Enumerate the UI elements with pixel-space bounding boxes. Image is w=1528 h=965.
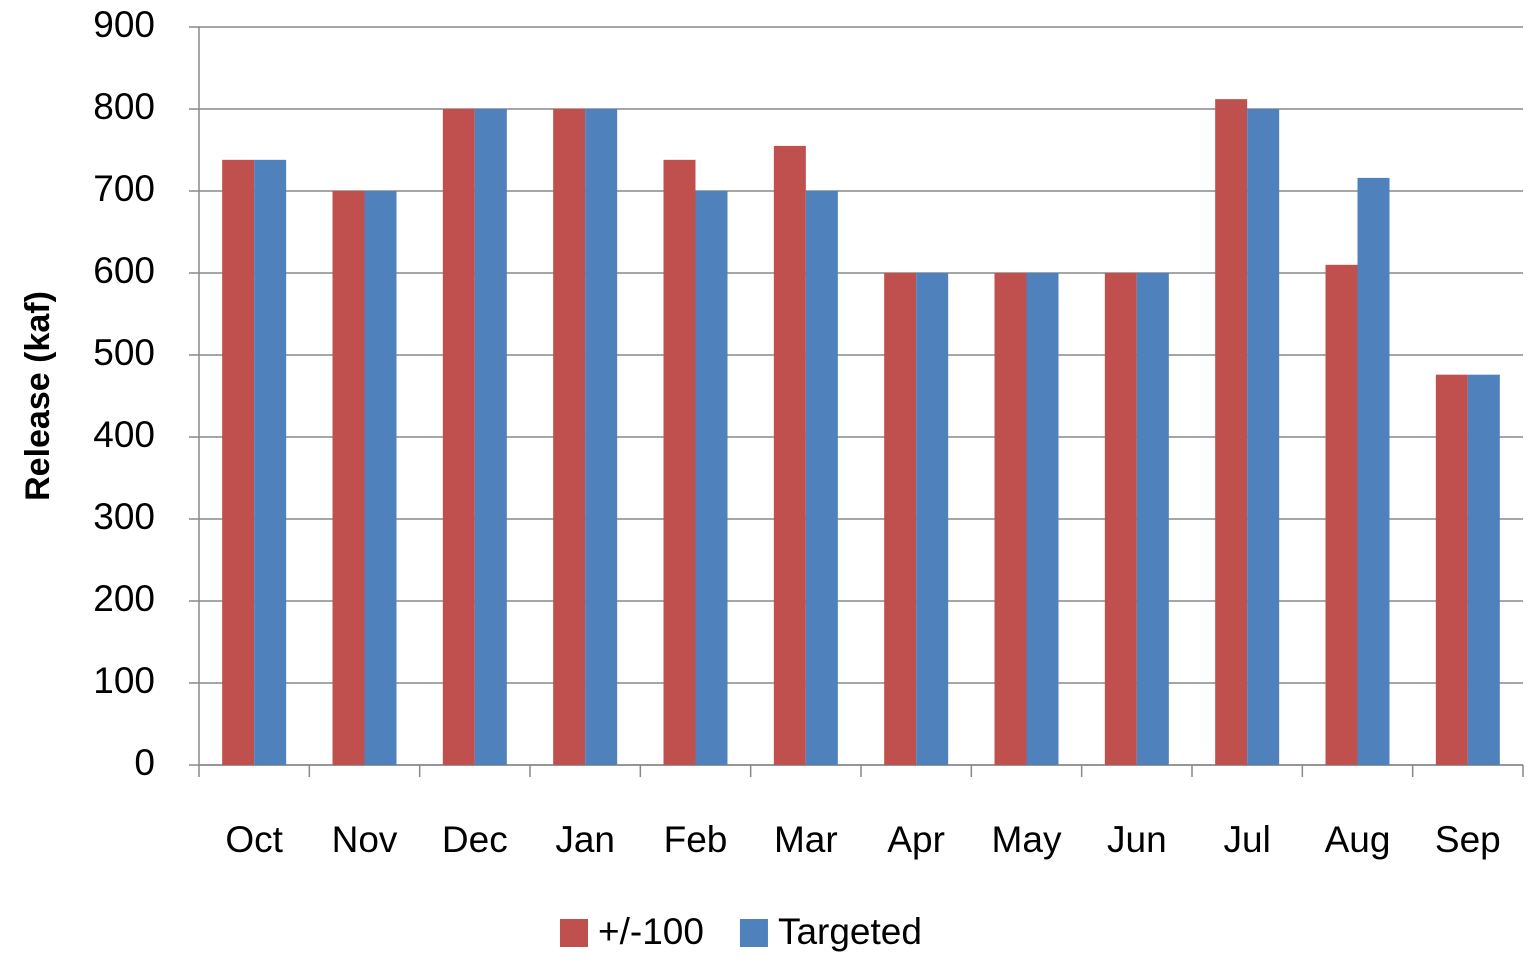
bar [916,273,949,765]
bar [364,191,397,765]
x-tick-label: Aug [1325,819,1391,860]
legend-label: +/-100 [598,911,704,952]
x-tick-label: Oct [225,819,283,860]
x-tick-label: Dec [442,819,508,860]
bar [1247,109,1280,765]
x-tick-label: Feb [664,819,728,860]
y-tick-label: 700 [93,168,155,209]
bar [1136,273,1169,765]
x-tick-label: Apr [887,819,945,860]
bar [805,191,838,765]
y-axis-label: Release (kaf) [19,291,57,501]
y-tick-label: 600 [93,250,155,291]
bar [994,273,1027,765]
y-tick-label: 800 [93,86,155,127]
legend-label: Targeted [778,911,922,952]
bar [474,109,507,765]
bar [1435,374,1468,765]
bar [1215,99,1248,765]
bar [884,273,917,765]
y-tick-label: 200 [93,578,155,619]
x-tick-label: Sep [1435,819,1501,860]
y-tick-label: 300 [93,496,155,537]
legend-swatch [739,919,768,947]
y-tick-label: 400 [93,414,155,455]
x-tick-label: May [992,819,1062,860]
bar [1026,273,1059,765]
bar [553,109,586,765]
bar [695,191,728,765]
bar [254,159,287,766]
bar [442,109,475,765]
y-tick-label: 0 [134,742,155,783]
bar [773,145,806,765]
x-tick-label: Jul [1224,819,1271,860]
bar [1325,264,1358,765]
x-tick-label: Jun [1107,819,1167,860]
bar [222,159,255,766]
bar [585,109,618,765]
x-tick-label: Nov [332,819,398,860]
x-tick-label: Jan [555,819,615,860]
bar [1104,273,1137,765]
bar [1357,177,1390,765]
bar [663,159,696,766]
bar [1467,374,1500,765]
bar [332,191,365,765]
x-tick-label: Mar [774,819,838,860]
y-tick-label: 500 [93,332,155,373]
legend-swatch [560,919,588,947]
y-tick-label: 900 [93,4,155,45]
y-tick-label: 100 [93,660,155,701]
